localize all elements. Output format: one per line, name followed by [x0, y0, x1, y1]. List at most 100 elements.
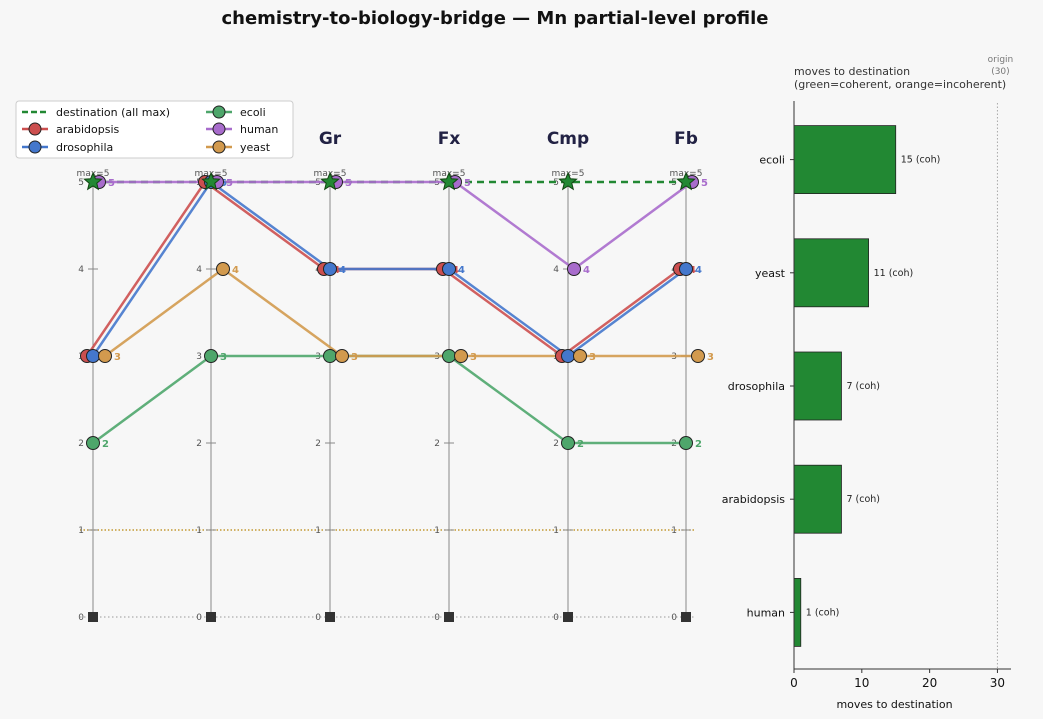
bar-value-label: 1 (coh): [806, 607, 840, 618]
destination-star: [558, 171, 578, 191]
bar-value-label: 7 (coh): [846, 494, 880, 505]
axis-zero-marker: [325, 612, 335, 622]
series-value-label-human: 5: [701, 178, 708, 189]
series-value-label-ecoli: 3: [220, 352, 227, 363]
series-point-yeast: [691, 349, 705, 363]
chart-title: chemistry-to-biology-bridge — Mn partial…: [221, 8, 769, 29]
bar-xtick-label: 0: [790, 676, 798, 690]
axis-zero-marker: [681, 612, 691, 622]
bar-panel-subtitle: (green=coherent, orange=incoherent): [794, 78, 1006, 91]
bar-drosophila: [793, 351, 842, 421]
axis-tick-label: 0: [315, 613, 321, 623]
bar-value-label: 15 (coh): [901, 155, 941, 166]
bar-category-label: arabidopsis: [722, 493, 786, 506]
bar-category-label: yeast: [755, 267, 786, 280]
series-point-drosophila: [323, 262, 337, 276]
axis-tick-label: 0: [78, 613, 84, 623]
series-value-label-drosophila: 4: [339, 265, 346, 276]
series-value-label-human: 5: [464, 178, 471, 189]
series-point-drosophila: [679, 262, 693, 276]
axis-tick-label: 2: [196, 439, 202, 449]
axis-tick-label: 1: [671, 526, 677, 536]
series-point-ecoli: [204, 349, 218, 363]
axis-tick-label: 5: [78, 178, 84, 188]
series-value-label-ecoli: 2: [577, 439, 584, 450]
legend-label: human: [240, 123, 278, 136]
series-point-yeast: [454, 349, 468, 363]
series-point-yeast: [216, 262, 230, 276]
destination-star: [201, 171, 221, 191]
origin-value-label: (30): [991, 67, 1009, 77]
axis-tick-label: 4: [553, 265, 559, 275]
series-point-drosophila: [86, 349, 100, 363]
axis-zero-marker: [88, 612, 98, 622]
series-point-ecoli: [323, 349, 337, 363]
legend-label: yeast: [240, 141, 271, 154]
series-line-ecoli: [92, 354, 686, 445]
series-point-ecoli: [86, 436, 100, 450]
series-value-label-yeast: 3: [114, 352, 121, 363]
axis-zero-marker: [563, 612, 573, 622]
bar-yeast: [793, 238, 869, 308]
legend-label: ecoli: [240, 106, 266, 119]
axis-tick-label: 1: [315, 526, 321, 536]
bar-human: [793, 578, 802, 647]
axis-zero-marker: [444, 612, 454, 622]
series-point-human: [567, 262, 581, 276]
axis-tick-label: 2: [553, 439, 559, 449]
series-value-label-ecoli: 2: [695, 439, 702, 450]
legend-swatch-marker: [28, 140, 42, 154]
series-value-label-yeast: 3: [470, 352, 477, 363]
legend-label: destination (all max): [56, 106, 170, 119]
series-point-drosophila: [442, 262, 456, 276]
destination-star: [83, 171, 103, 191]
series-value-label-drosophila: 4: [458, 265, 465, 276]
axis-tick-label: 4: [196, 265, 202, 275]
axis-column-label: Cmp: [547, 129, 589, 149]
axis-tick-label: 1: [553, 526, 559, 536]
series-point-drosophila: [561, 349, 575, 363]
series-point-yeast: [335, 349, 349, 363]
series-value-label-human: 5: [108, 178, 115, 189]
series-point-yeast: [98, 349, 112, 363]
axis-tick-label: 2: [78, 439, 84, 449]
series-point-ecoli: [442, 349, 456, 363]
series-point-ecoli: [679, 436, 693, 450]
bar-category-label: ecoli: [759, 154, 785, 167]
axis-tick-label: 1: [196, 526, 202, 536]
axis-tick-label: 5: [553, 178, 559, 188]
legend-swatch-marker: [212, 122, 226, 136]
series-value-label-yeast: 3: [351, 352, 358, 363]
legend-swatch-marker: [212, 105, 226, 119]
series-value-label-ecoli: 2: [102, 439, 109, 450]
axis-tick-label: 2: [434, 439, 440, 449]
bar-value-label: 7 (coh): [846, 381, 880, 392]
bar-ecoli: [793, 125, 897, 194]
axis-tick-label: 0: [553, 613, 559, 623]
series-point-yeast: [573, 349, 587, 363]
bar-xtick-label: 10: [854, 676, 869, 690]
bar-category-label: human: [747, 606, 785, 619]
series-value-label-drosophila: 4: [695, 265, 702, 276]
destination-star: [439, 171, 459, 191]
series-line-human: [99, 180, 693, 271]
legend-swatch-marker: [28, 122, 42, 136]
bar-category-label: drosophila: [728, 380, 785, 393]
bar-arabidopsis: [793, 464, 842, 534]
axis-tick-label: 3: [196, 352, 202, 362]
origin-label: origin: [988, 55, 1014, 65]
legend-swatch-marker: [212, 140, 226, 154]
axis-zero-marker: [206, 612, 216, 622]
series-point-ecoli: [561, 436, 575, 450]
bar-x-axis-label: moves to destination: [836, 698, 952, 711]
series-value-label-human: 4: [583, 265, 590, 276]
series-value-label-yeast: 3: [707, 352, 714, 363]
destination-star: [676, 171, 696, 191]
series-value-label-human: 5: [226, 178, 233, 189]
legend: destination (all max) arabidopsis drosophi…: [15, 100, 294, 159]
legend-label: arabidopsis: [56, 123, 120, 136]
legend-label: drosophila: [56, 141, 113, 154]
series-line-yeast: [104, 267, 698, 358]
bar-panel-title: moves to destination: [794, 65, 910, 78]
